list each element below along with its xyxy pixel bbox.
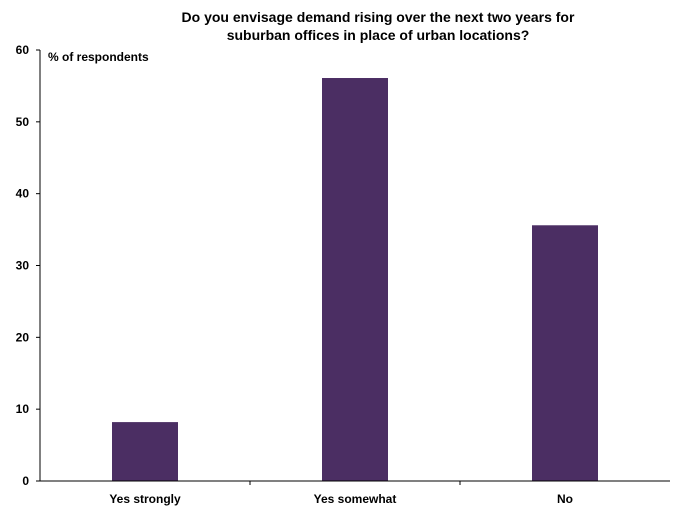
- y-ticks-layer: 0 10 20 30 40 50 60: [16, 43, 40, 488]
- y-axis-unit-label: % of respondents: [48, 50, 149, 64]
- bar-yes-somewhat: [322, 78, 388, 481]
- bar-no: [532, 225, 598, 481]
- x-tick-label: Yes strongly: [109, 492, 181, 506]
- y-tick-label: 40: [16, 187, 30, 201]
- y-tick-label: 20: [16, 330, 30, 344]
- x-tick-label: No: [557, 492, 573, 506]
- x-category-labels: Yes strongly Yes somewhat No: [109, 492, 573, 506]
- y-tick-label: 0: [22, 474, 29, 488]
- y-tick-label: 50: [16, 115, 30, 129]
- y-tick-label: 60: [16, 43, 30, 57]
- bar-yes-strongly: [112, 422, 178, 481]
- y-tick-label: 30: [16, 259, 30, 273]
- y-tick-label: 10: [16, 402, 30, 416]
- bars-layer: [112, 78, 598, 481]
- chart-title-line-1: Do you envisage demand rising over the n…: [182, 9, 575, 25]
- x-tick-label: Yes somewhat: [314, 492, 397, 506]
- chart-title-line-2: suburban offices in place of urban locat…: [227, 27, 530, 43]
